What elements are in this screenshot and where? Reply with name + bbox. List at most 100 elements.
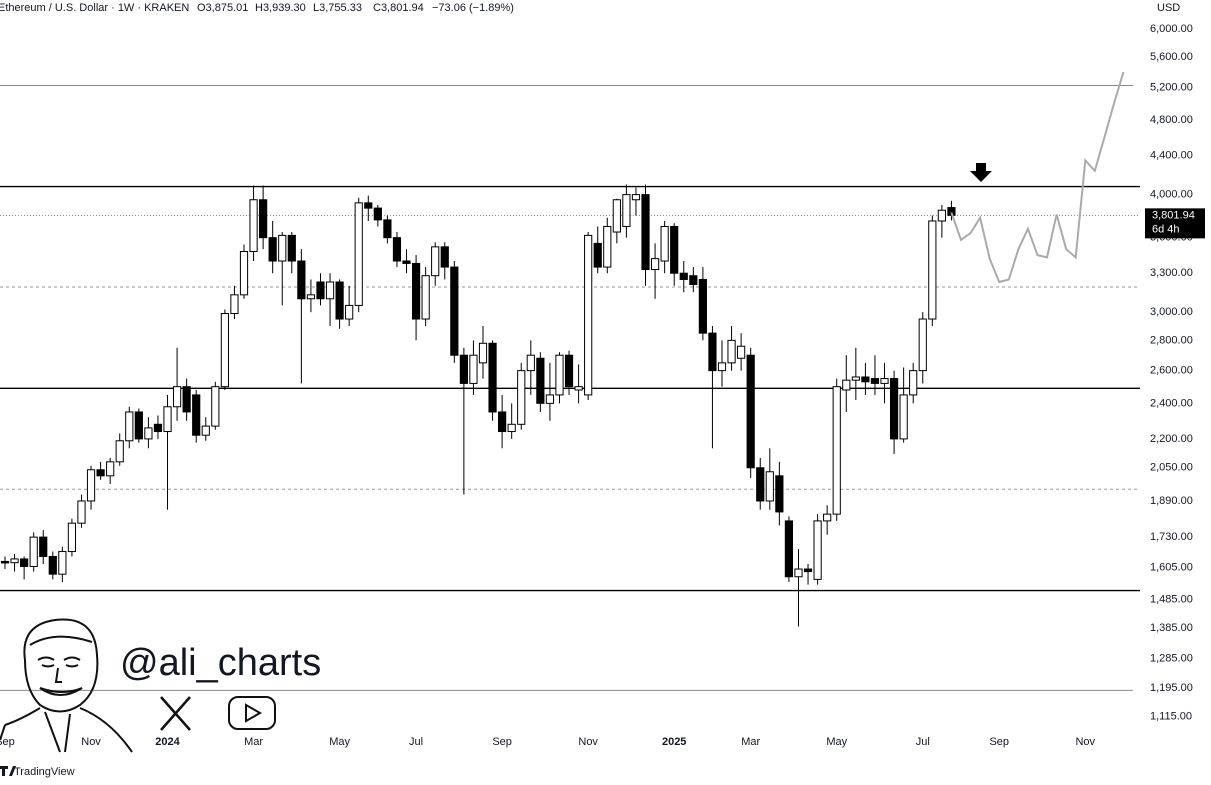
ohlc-open: O3,875.01	[197, 2, 248, 14]
candle-body	[115, 440, 124, 463]
brand: TradingView	[0, 766, 75, 778]
candle-body	[402, 260, 411, 264]
y-tick-label: 2,200.00	[1150, 433, 1193, 445]
ohlc-high: H3,939.30	[255, 2, 306, 14]
candle-body	[622, 194, 631, 227]
candle-body	[192, 394, 201, 436]
candle-body	[584, 234, 593, 396]
candle-body	[268, 237, 277, 262]
candle-body	[670, 225, 679, 274]
price-tag	[1145, 208, 1205, 239]
candle-body	[96, 469, 105, 477]
candle-body	[77, 500, 86, 524]
candle-body	[354, 202, 363, 306]
candle-body	[325, 281, 335, 300]
candle-body	[689, 275, 698, 286]
y-tick-label: 1,605.00	[1150, 562, 1193, 574]
x-tick-label: 2025	[662, 736, 686, 748]
candle-body	[211, 386, 220, 427]
candle-body	[784, 520, 794, 578]
candle-body	[392, 237, 402, 262]
y-tick-label: 1,115.00	[1150, 711, 1192, 723]
candle-body	[153, 423, 163, 433]
candle-body	[765, 471, 774, 502]
y-tick-label: 5,200.00	[1150, 81, 1193, 93]
candle-body	[631, 194, 641, 201]
x-tick-label: May	[826, 736, 847, 748]
candle-body	[507, 423, 516, 433]
price-tag-countdown: 6d 4h	[1152, 223, 1180, 235]
candle-body	[870, 378, 880, 384]
candle-body	[421, 275, 430, 320]
candle-body	[125, 411, 134, 442]
y-tick-label: 2,600.00	[1150, 365, 1193, 377]
x-tick-label: May	[329, 736, 350, 748]
candle-body	[803, 568, 813, 573]
youtube-icon	[228, 696, 276, 730]
candle-body	[201, 425, 210, 436]
candle-body	[909, 370, 918, 396]
candle-body	[383, 219, 392, 239]
symbol: Ethereum / U.S. Dollar · 1W · KRAKEN	[0, 2, 189, 14]
candle-body	[545, 394, 555, 404]
x-tick-label: Jul	[409, 736, 423, 748]
header: Ethereum / U.S. Dollar · 1W · KRAKEN O3,…	[0, 2, 514, 14]
candle-body	[861, 376, 870, 383]
candle-body	[526, 354, 535, 372]
candle-body	[58, 551, 67, 575]
candle-body	[163, 406, 172, 433]
price-tag-value: 3,801.94	[1152, 209, 1195, 221]
projection-line	[950, 71, 1125, 284]
candle-body	[278, 234, 287, 262]
candle-body	[488, 342, 497, 413]
candle-body	[851, 376, 860, 381]
candle-body	[880, 378, 889, 384]
candle-body	[220, 313, 229, 388]
x-tick-label: Jul	[916, 736, 930, 748]
candle-body	[823, 513, 832, 522]
candle-body	[459, 354, 468, 384]
down-arrow	[970, 163, 992, 182]
y-tick-label: 1,285.00	[1150, 653, 1193, 665]
y-tick-label: 5,600.00	[1150, 51, 1193, 63]
candle-body	[794, 568, 803, 578]
candle-body	[708, 332, 717, 372]
currency: USD	[1157, 2, 1180, 14]
candle-body	[306, 294, 316, 300]
candle-body	[517, 370, 526, 425]
x-tick-label: 2024	[155, 736, 180, 748]
candle-body	[259, 199, 268, 239]
candle-body	[182, 386, 191, 413]
ohlc-change: −73.06 (−1.89%)	[432, 2, 514, 14]
candle-body	[650, 258, 660, 271]
candle-body	[746, 354, 755, 469]
candle-body	[144, 427, 153, 440]
candle-body	[316, 281, 325, 300]
candle-body	[612, 199, 621, 233]
candle-body	[67, 522, 77, 553]
candle-body	[431, 246, 440, 277]
candle-body	[813, 520, 822, 580]
candle-body	[498, 411, 507, 433]
candle-body	[134, 411, 143, 440]
candle-body	[899, 394, 908, 440]
y-tick-label: 4,800.00	[1150, 114, 1193, 126]
candle-body	[10, 558, 19, 564]
candle-body	[889, 378, 899, 440]
candle-body	[469, 354, 478, 384]
candle-body	[717, 362, 727, 372]
x-tick-label: Sep	[989, 736, 1009, 748]
candle-body	[297, 260, 306, 300]
y-tick-label: 2,400.00	[1150, 397, 1193, 409]
candle-body	[536, 357, 545, 404]
y-tick-label: 2,050.00	[1150, 462, 1193, 474]
y-tick-label: 6,000.00	[1150, 23, 1193, 35]
brand-text: TradingView	[14, 766, 75, 778]
candle-body	[737, 345, 746, 359]
candle-body	[411, 262, 421, 320]
y-tick-label: 2,800.00	[1150, 334, 1193, 346]
candle-body	[660, 225, 669, 262]
candle-body	[727, 339, 736, 364]
